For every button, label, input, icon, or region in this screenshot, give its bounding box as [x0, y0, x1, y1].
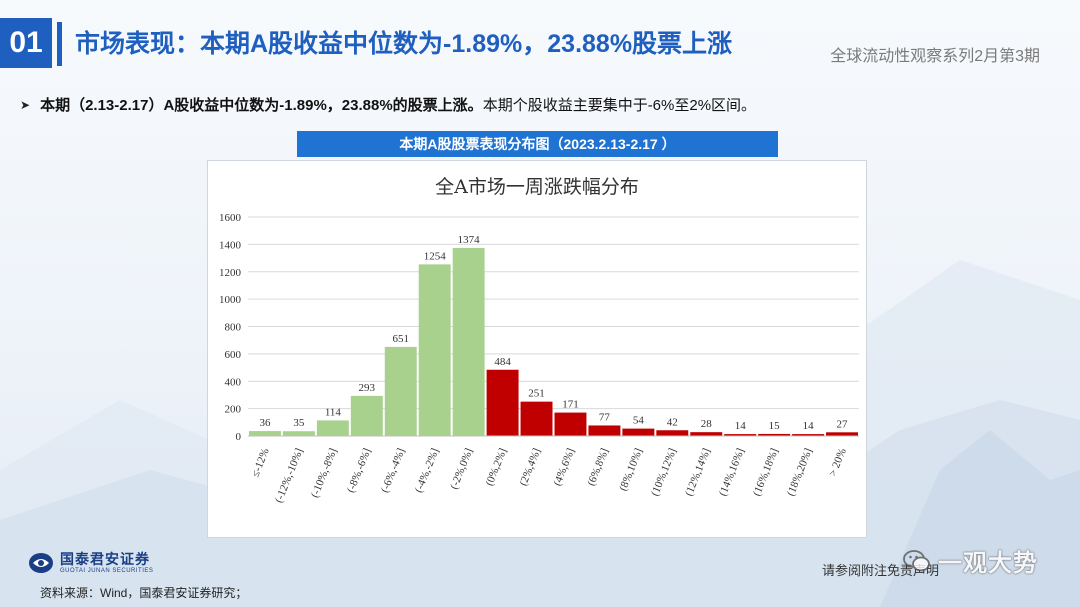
x-tick-label: (8%,10%]	[617, 447, 645, 493]
x-tick-label: (16%,18%]	[751, 447, 781, 498]
summary-bold-text: 本期（2.13-2.17）A股收益中位数为-1.89%，23.88%的股票上涨。	[40, 97, 483, 114]
data-label: 251	[528, 388, 545, 400]
data-label: 27	[837, 418, 849, 430]
x-tick-label: (4%,6%]	[551, 447, 577, 488]
data-label: 1254	[424, 250, 447, 262]
bar	[249, 431, 281, 436]
bar	[486, 369, 519, 436]
summary-bullet: ➤ 本期（2.13-2.17）A股收益中位数为-1.89%，23.88%的股票上…	[20, 94, 756, 115]
disclaimer-link[interactable]: 请参阅附注免责声明	[822, 563, 940, 578]
x-tick-label: (-10%,-8%]	[309, 447, 340, 500]
wechat-watermark: 一观大势	[902, 543, 1038, 578]
section-number: 01	[0, 18, 52, 68]
y-tick-label: 1200	[219, 267, 242, 279]
x-tick-label: (2%,4%]	[517, 447, 543, 488]
bar	[282, 431, 315, 436]
bar	[554, 412, 587, 436]
watermark-text: 一观大势	[938, 550, 1038, 577]
y-tick-label: 200	[225, 404, 242, 416]
data-label: 36	[259, 417, 271, 429]
y-tick-label: 0	[236, 431, 242, 443]
bar	[690, 432, 723, 436]
chart-header: 本期A股股票表现分布图（2023.2.13-2.17 ）	[297, 131, 778, 157]
logo-en-text: GUOTAI JUNAN SECURITIES	[60, 568, 154, 574]
bar	[792, 434, 825, 436]
title-accent-bar	[57, 22, 62, 66]
source-note: 资料来源：Wind，国泰君安证券研究；	[40, 586, 248, 600]
data-label: 1374	[458, 234, 481, 246]
bar	[826, 432, 858, 436]
data-label: 651	[393, 333, 410, 345]
data-label: 171	[562, 399, 579, 411]
data-label: 484	[494, 356, 511, 368]
y-tick-label: 800	[225, 322, 242, 334]
x-tick-label: (-8%,-6%]	[345, 447, 374, 495]
data-label: 28	[701, 418, 713, 430]
x-tick-label: (0%,2%]	[483, 447, 509, 488]
x-tick-label: (12%,14%]	[683, 447, 713, 498]
data-label: 15	[769, 420, 781, 432]
data-label: 35	[293, 417, 305, 429]
series-label: 全球流动性观察系列2月第3期	[830, 48, 1040, 65]
wechat-icon	[903, 549, 930, 571]
bullet-arrow-icon: ➤	[20, 97, 31, 112]
data-label: 14	[803, 420, 815, 432]
y-tick-label: 1600	[219, 212, 242, 224]
bar	[418, 264, 451, 436]
bar	[724, 434, 757, 436]
bar	[520, 401, 553, 436]
bar	[622, 428, 655, 436]
bar	[758, 433, 791, 436]
data-label: 293	[359, 382, 376, 394]
y-tick-label: 600	[225, 349, 242, 361]
bar	[350, 395, 383, 436]
data-label: 54	[633, 415, 645, 427]
x-tick-label: > 20%	[827, 447, 849, 478]
data-label: 114	[325, 406, 342, 418]
x-tick-label: (6%,8%]	[585, 447, 611, 488]
data-label: 14	[735, 420, 747, 432]
y-tick-label: 1400	[219, 239, 242, 251]
distribution-chart: 全A市场一周涨跌幅分布 0 200 400 600 800 1000 1200 1400 1600…	[219, 176, 859, 505]
x-tick-label: (14%,16%]	[717, 447, 747, 498]
chart-title: 全A市场一周涨跌幅分布	[435, 176, 639, 198]
logo-cn-text: 国泰君安证券	[60, 551, 150, 567]
page-title: 市场表现：本期A股收益中位数为-1.89%，23.88%股票上涨	[75, 30, 733, 58]
bar	[452, 247, 485, 436]
chart-panel: 全A市场一周涨跌幅分布 0 200 400 600 800 1000 1200 1400 1600…	[207, 160, 867, 538]
x-tick-label: ≤-12%	[249, 447, 271, 479]
bar	[384, 346, 417, 436]
x-tick-label: (-4%,-2%]	[413, 447, 442, 495]
logo-emblem-icon	[29, 553, 53, 573]
x-tick-label: (18%,20%]	[785, 447, 815, 498]
y-tick-label: 400	[225, 376, 242, 388]
bar	[316, 420, 349, 436]
x-tick-label: (-2%,0%]	[448, 447, 475, 491]
data-label: 42	[667, 416, 678, 428]
y-tick-label: 1000	[219, 294, 242, 306]
company-logo: 国泰君安证券 GUOTAI JUNAN SECURITIES	[28, 552, 153, 574]
bar	[656, 430, 689, 436]
bar	[588, 425, 621, 436]
data-label: 77	[599, 411, 611, 423]
x-tick-label: (-6%,-4%]	[379, 447, 408, 495]
x-tick-label: (10%,12%]	[649, 447, 679, 498]
x-tick-label: (-12%,-10%]	[273, 447, 306, 505]
summary-text: 本期个股收益主要集中于-6%至2%区间。	[482, 97, 757, 114]
